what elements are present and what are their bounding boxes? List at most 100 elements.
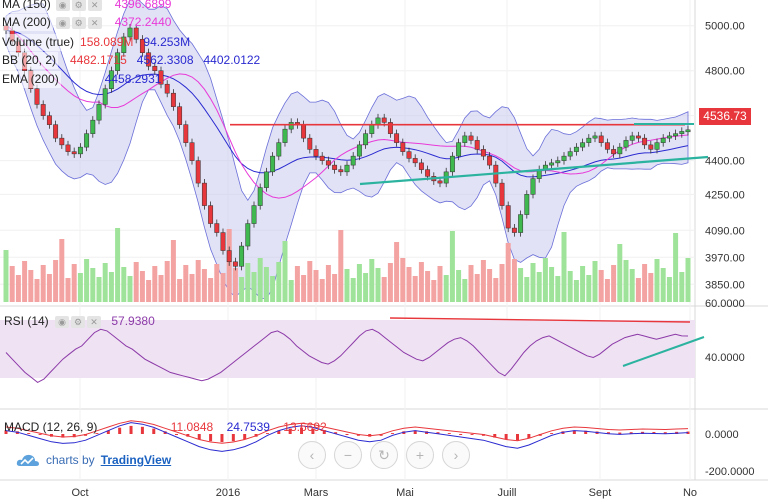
- macd-histogram-bar: [197, 434, 201, 440]
- candle: [406, 151, 412, 159]
- candle: [394, 133, 400, 143]
- volume-bar: [381, 277, 387, 302]
- macd-histogram-bar: [584, 430, 588, 434]
- candle: [524, 194, 530, 215]
- macd-histogram-bar: [72, 434, 76, 438]
- macd-histogram-bar: [27, 433, 31, 434]
- candle: [648, 144, 654, 150]
- volume-bar: [251, 272, 257, 302]
- close-icon[interactable]: ✕: [87, 0, 102, 11]
- candle: [654, 142, 660, 150]
- tradingview-link[interactable]: TradingView: [100, 453, 172, 467]
- volume-bar: [276, 262, 282, 302]
- candle: [195, 160, 201, 184]
- volume-bar: [530, 263, 536, 302]
- volume-bar: [592, 261, 598, 302]
- settings-icon[interactable]: ⚙: [71, 16, 86, 29]
- volume-bar: [90, 268, 96, 302]
- volume-bar: [263, 267, 269, 302]
- volume-bar: [611, 265, 617, 302]
- price-tick-label: 5000.00: [705, 21, 745, 33]
- volume-bar: [369, 259, 375, 302]
- ma-line: [5, 24, 689, 199]
- candle: [251, 205, 257, 224]
- candle: [232, 261, 238, 267]
- legend-ma150-value: 4396.6899: [114, 0, 172, 11]
- volume-bar: [301, 275, 307, 302]
- volume-bar: [201, 269, 207, 302]
- macd-legend[interactable]: MACD (12, 26, 9) 11.0848 24.7539 13.6692: [4, 420, 327, 434]
- tradingview-branding[interactable]: charts by TradingView: [16, 452, 171, 468]
- time-tick-label: Mars: [304, 487, 329, 499]
- eye-icon[interactable]: ◉: [55, 315, 70, 328]
- rsi-tick-label: 60.0000: [705, 298, 745, 310]
- candle: [46, 115, 52, 125]
- macd-histogram-bar: [220, 434, 224, 443]
- candle: [369, 124, 375, 134]
- volume-bar: [437, 266, 443, 302]
- volume-bar: [28, 270, 34, 302]
- macd-signal-line: [5, 420, 689, 444]
- candle: [152, 65, 158, 71]
- macd-histogram-bar: [152, 428, 156, 434]
- volume-bar: [487, 269, 493, 302]
- candle: [90, 119, 96, 134]
- zoom-out-button[interactable]: −: [334, 441, 362, 469]
- legend-bb[interactable]: BB (20, 2) 4482.1715 4562.3308 4402.0122: [0, 52, 260, 69]
- eye-icon[interactable]: ◉: [55, 0, 70, 11]
- zoom-in-button[interactable]: +: [406, 441, 434, 469]
- volume-bar: [164, 261, 170, 302]
- volume-bar: [456, 270, 462, 302]
- volume-bar: [561, 232, 567, 302]
- legend-ma200[interactable]: MA (200) ◉ ⚙ ✕ 4372.2440: [0, 14, 171, 31]
- macd-label: MACD (12, 26, 9): [4, 420, 98, 434]
- volume-bar: [449, 231, 455, 302]
- reset-button[interactable]: ↻: [370, 441, 398, 469]
- candle: [381, 117, 387, 123]
- macd-histogram-bar: [106, 430, 110, 434]
- candle: [511, 227, 517, 233]
- legend-ema[interactable]: EMA (200) 4458.2931: [0, 71, 161, 88]
- support-trendline: [359, 155, 709, 186]
- volume-bar: [214, 264, 220, 302]
- rsi-legend[interactable]: RSI (14) ◉ ⚙ ✕ 57.9380: [4, 314, 155, 328]
- candle: [418, 162, 424, 170]
- volume-bar: [189, 274, 195, 302]
- close-icon[interactable]: ✕: [87, 315, 102, 328]
- scroll-left-button[interactable]: ‹: [298, 441, 326, 469]
- volume-bar: [102, 263, 108, 302]
- macd-value-2: 24.7539: [226, 420, 270, 434]
- candle: [164, 83, 170, 94]
- scroll-right-button[interactable]: ›: [442, 441, 470, 469]
- last-price-tag: 4536.73: [699, 108, 751, 125]
- settings-icon[interactable]: ⚙: [71, 315, 86, 328]
- candle: [623, 140, 629, 148]
- candle: [487, 155, 493, 166]
- time-tick-label: 2016: [216, 487, 240, 499]
- macd-histogram-bar: [95, 433, 99, 434]
- close-icon[interactable]: ✕: [87, 16, 102, 29]
- candle: [456, 142, 462, 157]
- volume-bar: [338, 230, 344, 302]
- candle: [96, 104, 102, 121]
- settings-icon[interactable]: ⚙: [71, 0, 86, 11]
- legend-ma150-controls[interactable]: ◉ ⚙ ✕: [55, 0, 102, 11]
- macd-value-3: 13.6692: [283, 420, 327, 434]
- legend-ma200-controls[interactable]: ◉ ⚙ ✕: [55, 16, 102, 29]
- candle: [245, 223, 251, 247]
- rsi-controls[interactable]: ◉ ⚙ ✕: [55, 315, 102, 328]
- candle: [573, 146, 579, 152]
- volume-bar: [40, 265, 46, 302]
- candle: [567, 151, 573, 157]
- legend-volume[interactable]: Volume (true) 158.089M 94.253M: [0, 34, 190, 51]
- candle: [468, 135, 474, 141]
- candle: [666, 135, 672, 139]
- candle: [53, 124, 59, 139]
- volume-bar: [158, 275, 164, 302]
- candle: [263, 171, 269, 188]
- volume-bar: [685, 258, 691, 302]
- legend-ma150[interactable]: MA (150) ◉ ⚙ ✕ 4396.6899: [0, 0, 171, 13]
- volume-bar: [387, 263, 393, 302]
- eye-icon[interactable]: ◉: [55, 16, 70, 29]
